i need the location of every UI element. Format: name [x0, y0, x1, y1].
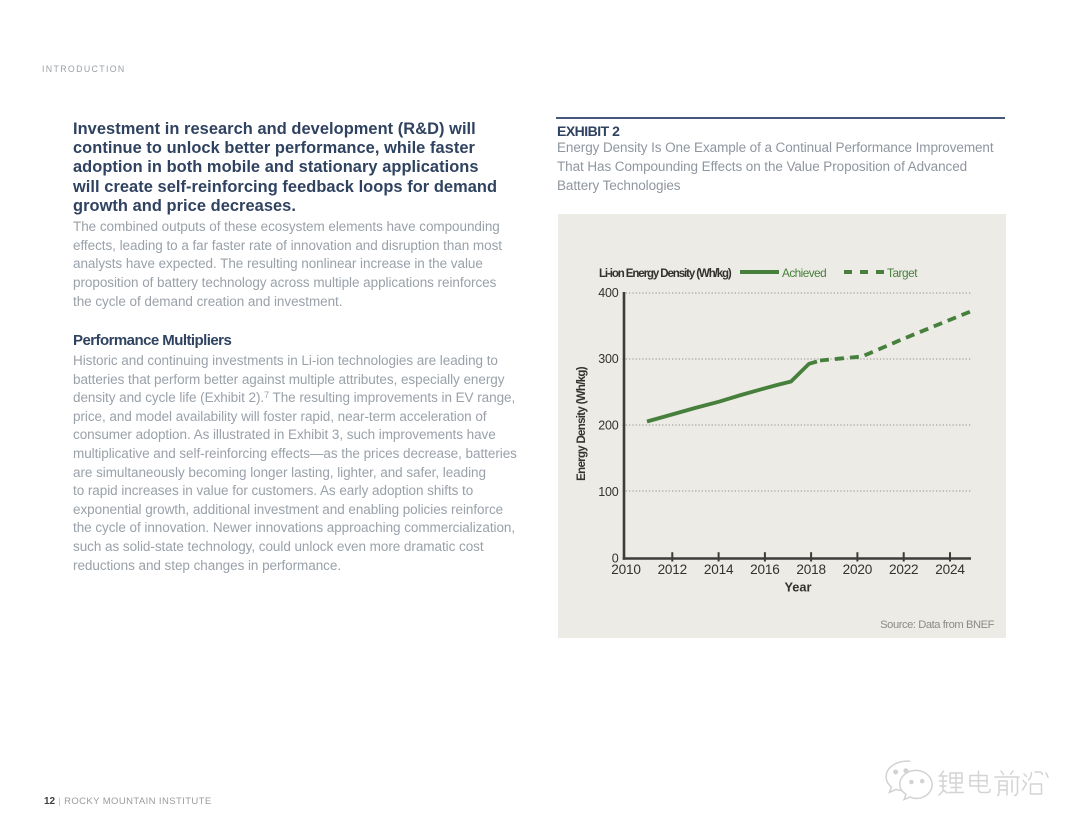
svg-text:300: 300 [598, 352, 619, 366]
svg-text:2014: 2014 [704, 562, 734, 577]
svg-text:2022: 2022 [889, 562, 918, 577]
svg-text:400: 400 [598, 286, 619, 300]
svg-text:Year: Year [784, 580, 811, 595]
svg-text:2020: 2020 [843, 562, 873, 577]
svg-text:Energy Density (Wh/kg): Energy Density (Wh/kg) [576, 366, 588, 481]
svg-text:Target: Target [887, 266, 918, 280]
svg-text:100: 100 [598, 485, 619, 499]
svg-text:2024: 2024 [935, 562, 965, 577]
svg-text:Source: Data from BNEF: Source: Data from BNEF [880, 619, 994, 631]
svg-text:2012: 2012 [658, 562, 687, 577]
svg-text:Achieved: Achieved [782, 266, 826, 280]
svg-text:200: 200 [598, 419, 619, 433]
svg-text:2010: 2010 [611, 562, 641, 577]
svg-text:0: 0 [612, 551, 619, 565]
svg-text:2016: 2016 [750, 562, 779, 577]
svg-text:Li-ion Energy Density (Wh/kg): Li-ion Energy Density (Wh/kg) [599, 268, 732, 280]
svg-text:2018: 2018 [796, 562, 825, 577]
